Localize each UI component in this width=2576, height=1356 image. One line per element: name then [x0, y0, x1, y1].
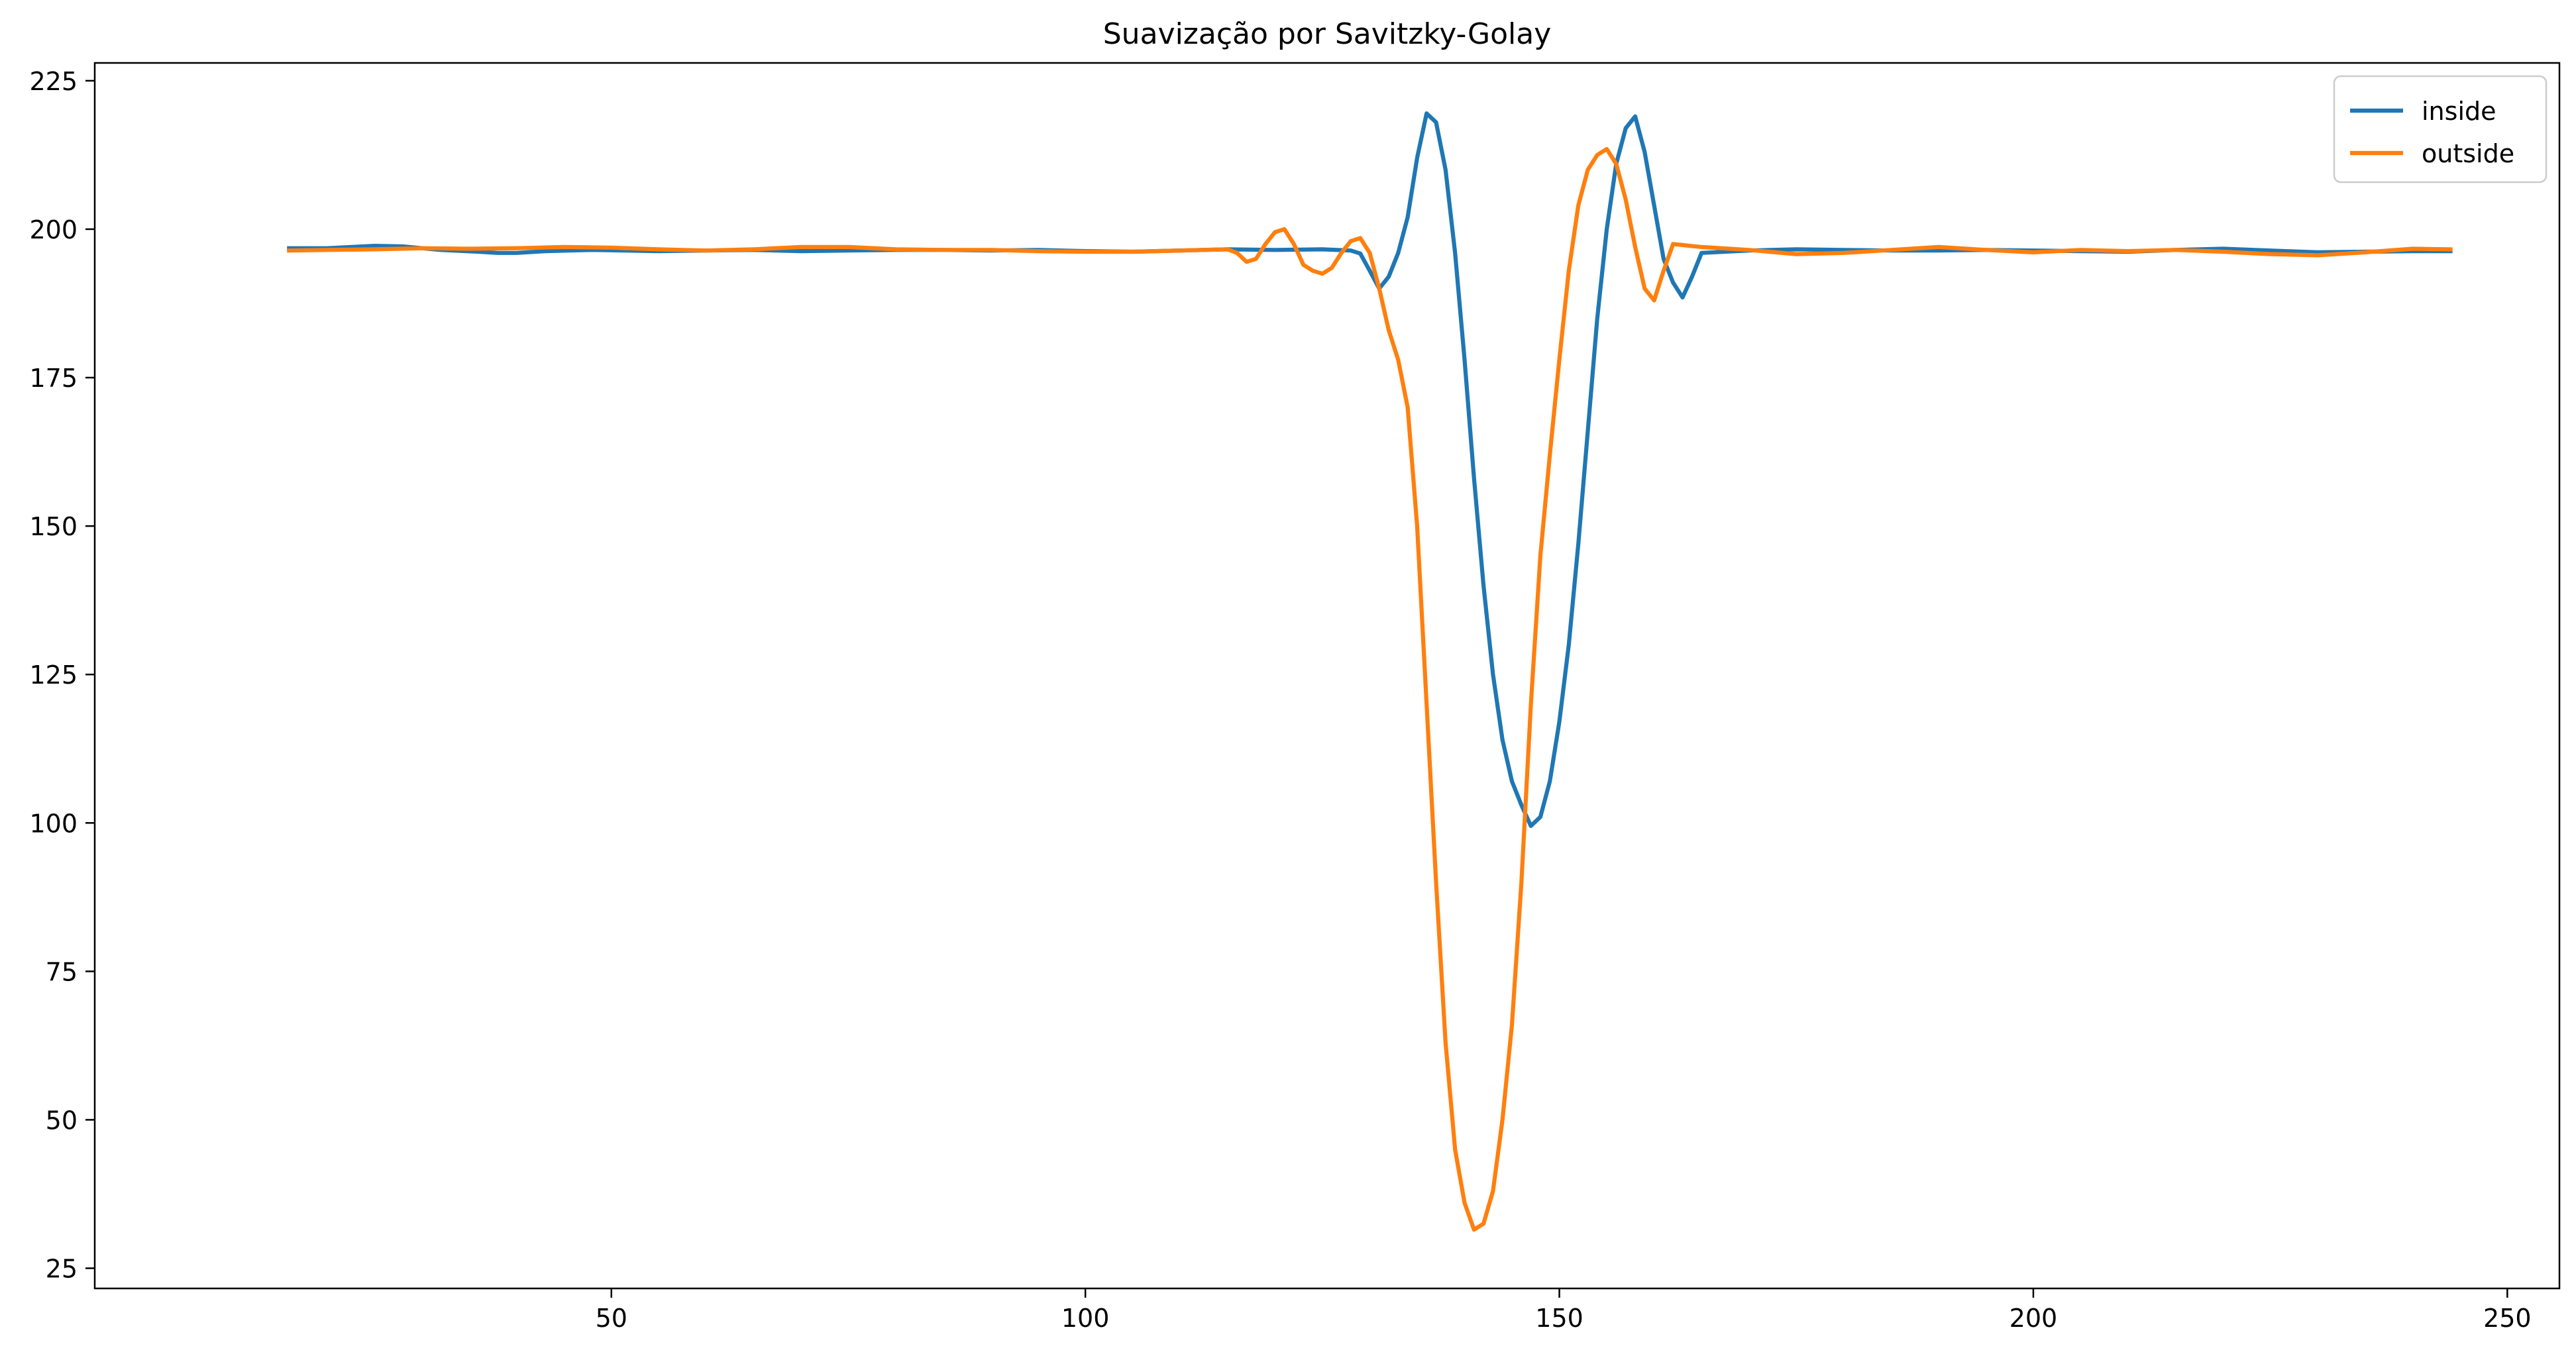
y-tick-label: 125 — [29, 660, 78, 690]
y-tick-label: 150 — [29, 512, 78, 541]
series-line-inside — [287, 111, 2453, 828]
x-tick-label: 100 — [1061, 1304, 1110, 1333]
y-tick-label: 50 — [46, 1106, 78, 1135]
legend-label-outside: outside — [2422, 139, 2514, 168]
y-tick-label: 75 — [46, 957, 78, 986]
x-tick-label: 50 — [596, 1304, 627, 1333]
y-tick-label: 25 — [46, 1255, 78, 1284]
x-tick-label: 250 — [2483, 1304, 2532, 1333]
y-tick-label: 100 — [29, 809, 78, 838]
y-tick-label: 225 — [29, 67, 78, 96]
series-line-outside — [287, 146, 2453, 1232]
chart-title: Suavização por Savitzky-Golay — [1103, 17, 1552, 51]
legend-box — [2333, 75, 2548, 183]
x-tick-label: 200 — [2010, 1304, 2058, 1333]
y-tick-label: 200 — [29, 215, 78, 244]
axes-frame — [93, 62, 2561, 1290]
legend-label-inside: inside — [2422, 97, 2496, 126]
y-tick-label: 175 — [29, 364, 78, 393]
x-tick-label: 150 — [1535, 1304, 1583, 1333]
plot-layer: Suavização por Savitzky-Golay 50 100 150 200… — [29, 17, 2561, 1333]
